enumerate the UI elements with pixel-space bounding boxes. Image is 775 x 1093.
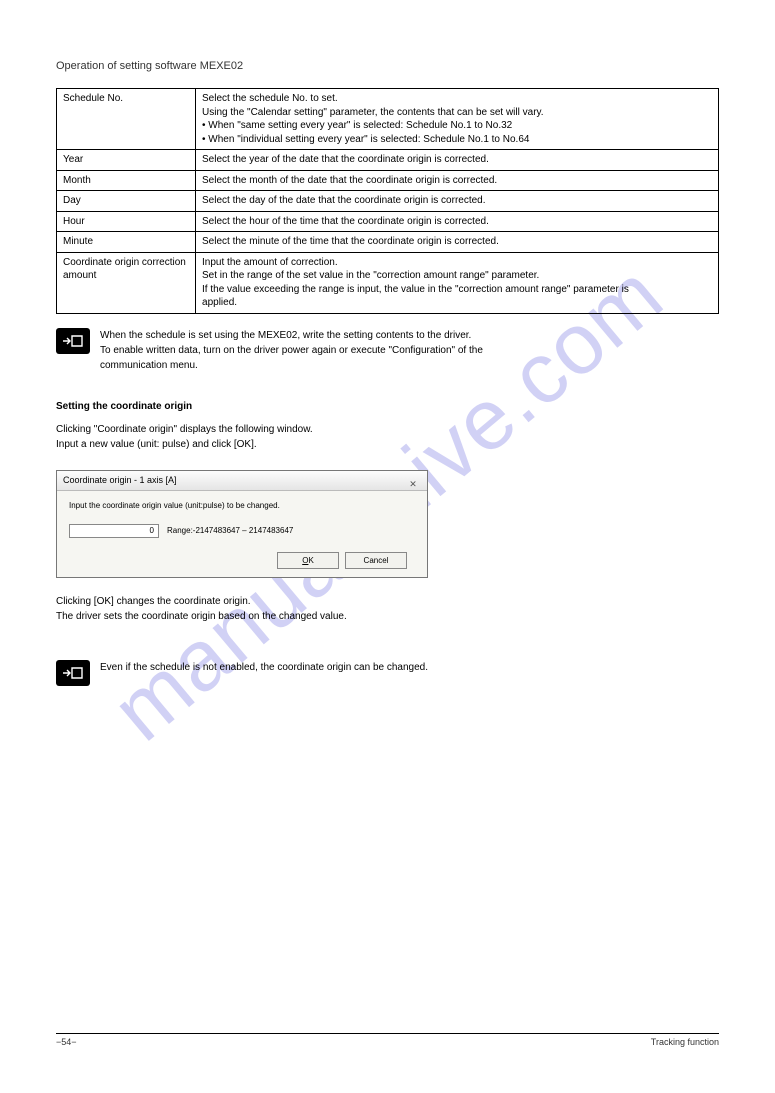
section-intro-b: Input a new value (unit: pulse) and clic… — [56, 437, 719, 452]
ok-button[interactable]: OK — [277, 552, 339, 569]
page-footer: −54− Tracking function — [56, 1033, 719, 1047]
footer-section: Tracking function — [651, 1037, 719, 1047]
note-icon — [56, 328, 90, 354]
note-2-text: Even if the schedule is not enabled, the… — [100, 660, 428, 675]
page-header: Operation of setting software MEXE02 — [56, 60, 719, 72]
coordinate-origin-input[interactable]: 0 — [69, 524, 159, 538]
table-cell-value: Select the schedule No. to set. Using th… — [196, 89, 719, 150]
table-cell-value: Select the year of the date that the coo… — [196, 150, 719, 171]
close-icon[interactable]: ✕ — [405, 474, 421, 486]
note-2: Even if the schedule is not enabled, the… — [56, 660, 719, 686]
table-cell-key: Coordinate origin correction amount — [57, 252, 196, 313]
dialog-title: Coordinate origin - 1 axis [A] — [63, 470, 177, 490]
page-content: Operation of setting software MEXE02 Sch… — [0, 0, 775, 686]
note-1-text: When the schedule is set using the MEXE0… — [100, 328, 483, 373]
section-intro-a: Clicking "Coordinate origin" displays th… — [56, 422, 719, 437]
table-cell-value: Select the minute of the time that the c… — [196, 232, 719, 253]
after-dialog-text: Clicking [OK] changes the coordinate ori… — [56, 594, 719, 624]
note-icon — [56, 660, 90, 686]
dialog-coordinate-origin: Coordinate origin - 1 axis [A] ✕ Input t… — [56, 470, 428, 578]
table-cell-key: Year — [57, 150, 196, 171]
dialog-titlebar: Coordinate origin - 1 axis [A] ✕ — [57, 471, 427, 491]
dialog-range: Range:-2147483647 – 2147483647 — [167, 526, 293, 535]
table-cell-value: Select the day of the date that the coor… — [196, 191, 719, 212]
dialog-prompt: Input the coordinate origin value (unit:… — [69, 501, 415, 510]
note-1: When the schedule is set using the MEXE0… — [56, 328, 719, 373]
table-cell-key: Minute — [57, 232, 196, 253]
cancel-button[interactable]: Cancel — [345, 552, 407, 569]
table-cell-value: Input the amount of correction. Set in t… — [196, 252, 719, 313]
table-cell-key: Schedule No. — [57, 89, 196, 150]
table-cell-key: Month — [57, 170, 196, 191]
table-cell-key: Hour — [57, 211, 196, 232]
table-cell-value: Select the month of the date that the co… — [196, 170, 719, 191]
schedule-table: Schedule No.Select the schedule No. to s… — [56, 88, 719, 314]
table-cell-value: Select the hour of the time that the coo… — [196, 211, 719, 232]
footer-page-number: −54− — [56, 1037, 77, 1047]
section-header: Setting the coordinate origin — [56, 399, 719, 414]
table-cell-key: Day — [57, 191, 196, 212]
